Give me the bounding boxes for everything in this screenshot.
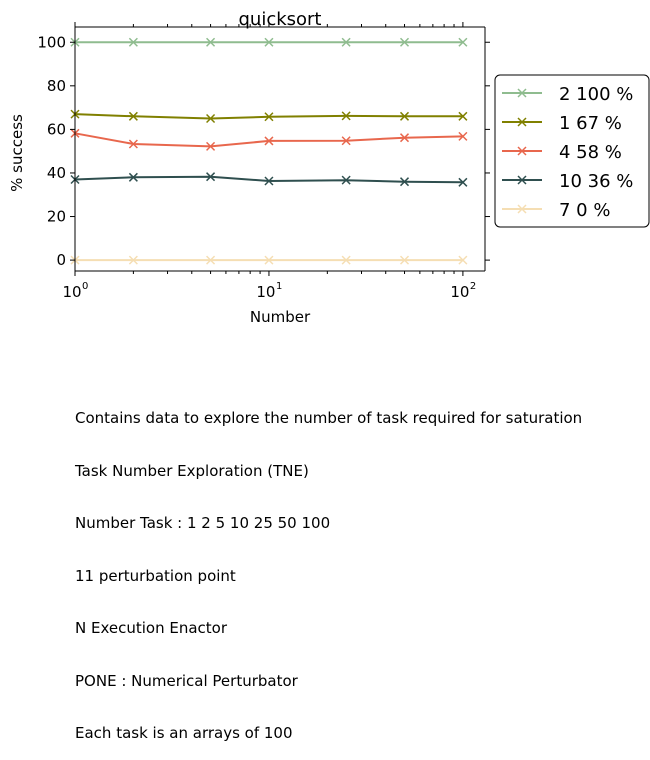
data-point [206, 37, 216, 47]
data-point [399, 37, 410, 47]
x-tick-label: 10 [450, 283, 469, 301]
chart-title: quicksort [238, 9, 321, 30]
data-point [341, 37, 351, 47]
x-tick-exponent: 2 [470, 281, 476, 292]
legend-entry: 4 58 % [502, 142, 622, 163]
data-point [206, 172, 216, 182]
data-point [206, 141, 216, 151]
caption-line: Each task is an arrays of 100 [75, 724, 293, 742]
data-point [128, 255, 138, 265]
y-tick-label: 0 [56, 251, 66, 269]
legend-entry: 10 36 % [502, 171, 633, 192]
data-point [206, 113, 216, 124]
y-axis-label: % success [8, 114, 26, 192]
series-layer [70, 37, 468, 265]
data-point [341, 136, 351, 146]
data-point [128, 139, 138, 149]
data-point [264, 136, 274, 146]
legend-label: 4 58 % [559, 142, 622, 163]
data-point [128, 172, 138, 182]
caption-line: PONE : Numerical Perturbator [75, 671, 298, 690]
data-point [399, 133, 410, 143]
x-tick-exponent: 1 [276, 281, 282, 292]
data-point [264, 176, 274, 186]
data-point [458, 111, 468, 121]
data-point [458, 255, 468, 265]
y-tick-label: 20 [47, 208, 66, 226]
caption-line: N Execution Enactor [75, 619, 228, 637]
caption-line: 11 perturbation point [75, 566, 236, 585]
legend-swatch-marker [517, 88, 527, 98]
data-point [341, 255, 351, 265]
caption: Contains data to explore the number of t… [75, 375, 582, 760]
caption-line: Contains data to explore the number of t… [75, 409, 583, 427]
legend-frame [494, 74, 650, 228]
series-2 [70, 128, 468, 151]
series-0 [70, 37, 468, 47]
legend-swatch-marker [517, 175, 527, 185]
data-point [264, 37, 274, 47]
legend-swatch-marker [517, 146, 527, 156]
legend-label: 1 67 % [559, 113, 622, 134]
y-tick-label: 100 [37, 33, 66, 51]
y-tick-label: 80 [47, 77, 66, 95]
data-point [458, 131, 468, 141]
series-1 [70, 109, 468, 124]
legend-swatch-marker [517, 204, 527, 214]
data-point [399, 177, 410, 187]
legend-label: 7 0 % [559, 200, 610, 221]
data-point [206, 255, 216, 265]
legend-label: 10 36 % [559, 171, 633, 192]
data-point [399, 111, 410, 121]
data-point [264, 255, 274, 265]
caption-line: Task Number Exploration (TNE) [75, 461, 309, 480]
y-tick-label: 40 [47, 164, 66, 182]
legend-entry: 2 100 % [502, 84, 633, 105]
x-tick-label: 10 [62, 283, 81, 301]
legend: 2 100 % 1 67 % 4 58 % 10 36 % 7 0 % [494, 74, 650, 228]
legend-entry: 1 67 % [502, 113, 622, 134]
data-point [399, 255, 410, 265]
plot-area [75, 27, 485, 271]
data-point [264, 112, 274, 122]
series-4 [70, 255, 468, 265]
data-point [128, 37, 138, 47]
legend-entry: 7 0 % [502, 200, 610, 221]
y-tick-label: 60 [47, 120, 66, 138]
legend-swatch-marker [517, 117, 527, 127]
data-point [458, 177, 468, 187]
x-tick-label: 10 [256, 283, 275, 301]
axes-layer [74, 26, 486, 272]
data-point [341, 175, 351, 185]
data-point [341, 111, 351, 121]
data-point [128, 111, 138, 121]
x-tick-exponent: 0 [82, 281, 88, 292]
legend-label: 2 100 % [559, 84, 633, 105]
data-point [458, 37, 468, 47]
x-axis-label: Number [250, 308, 311, 326]
